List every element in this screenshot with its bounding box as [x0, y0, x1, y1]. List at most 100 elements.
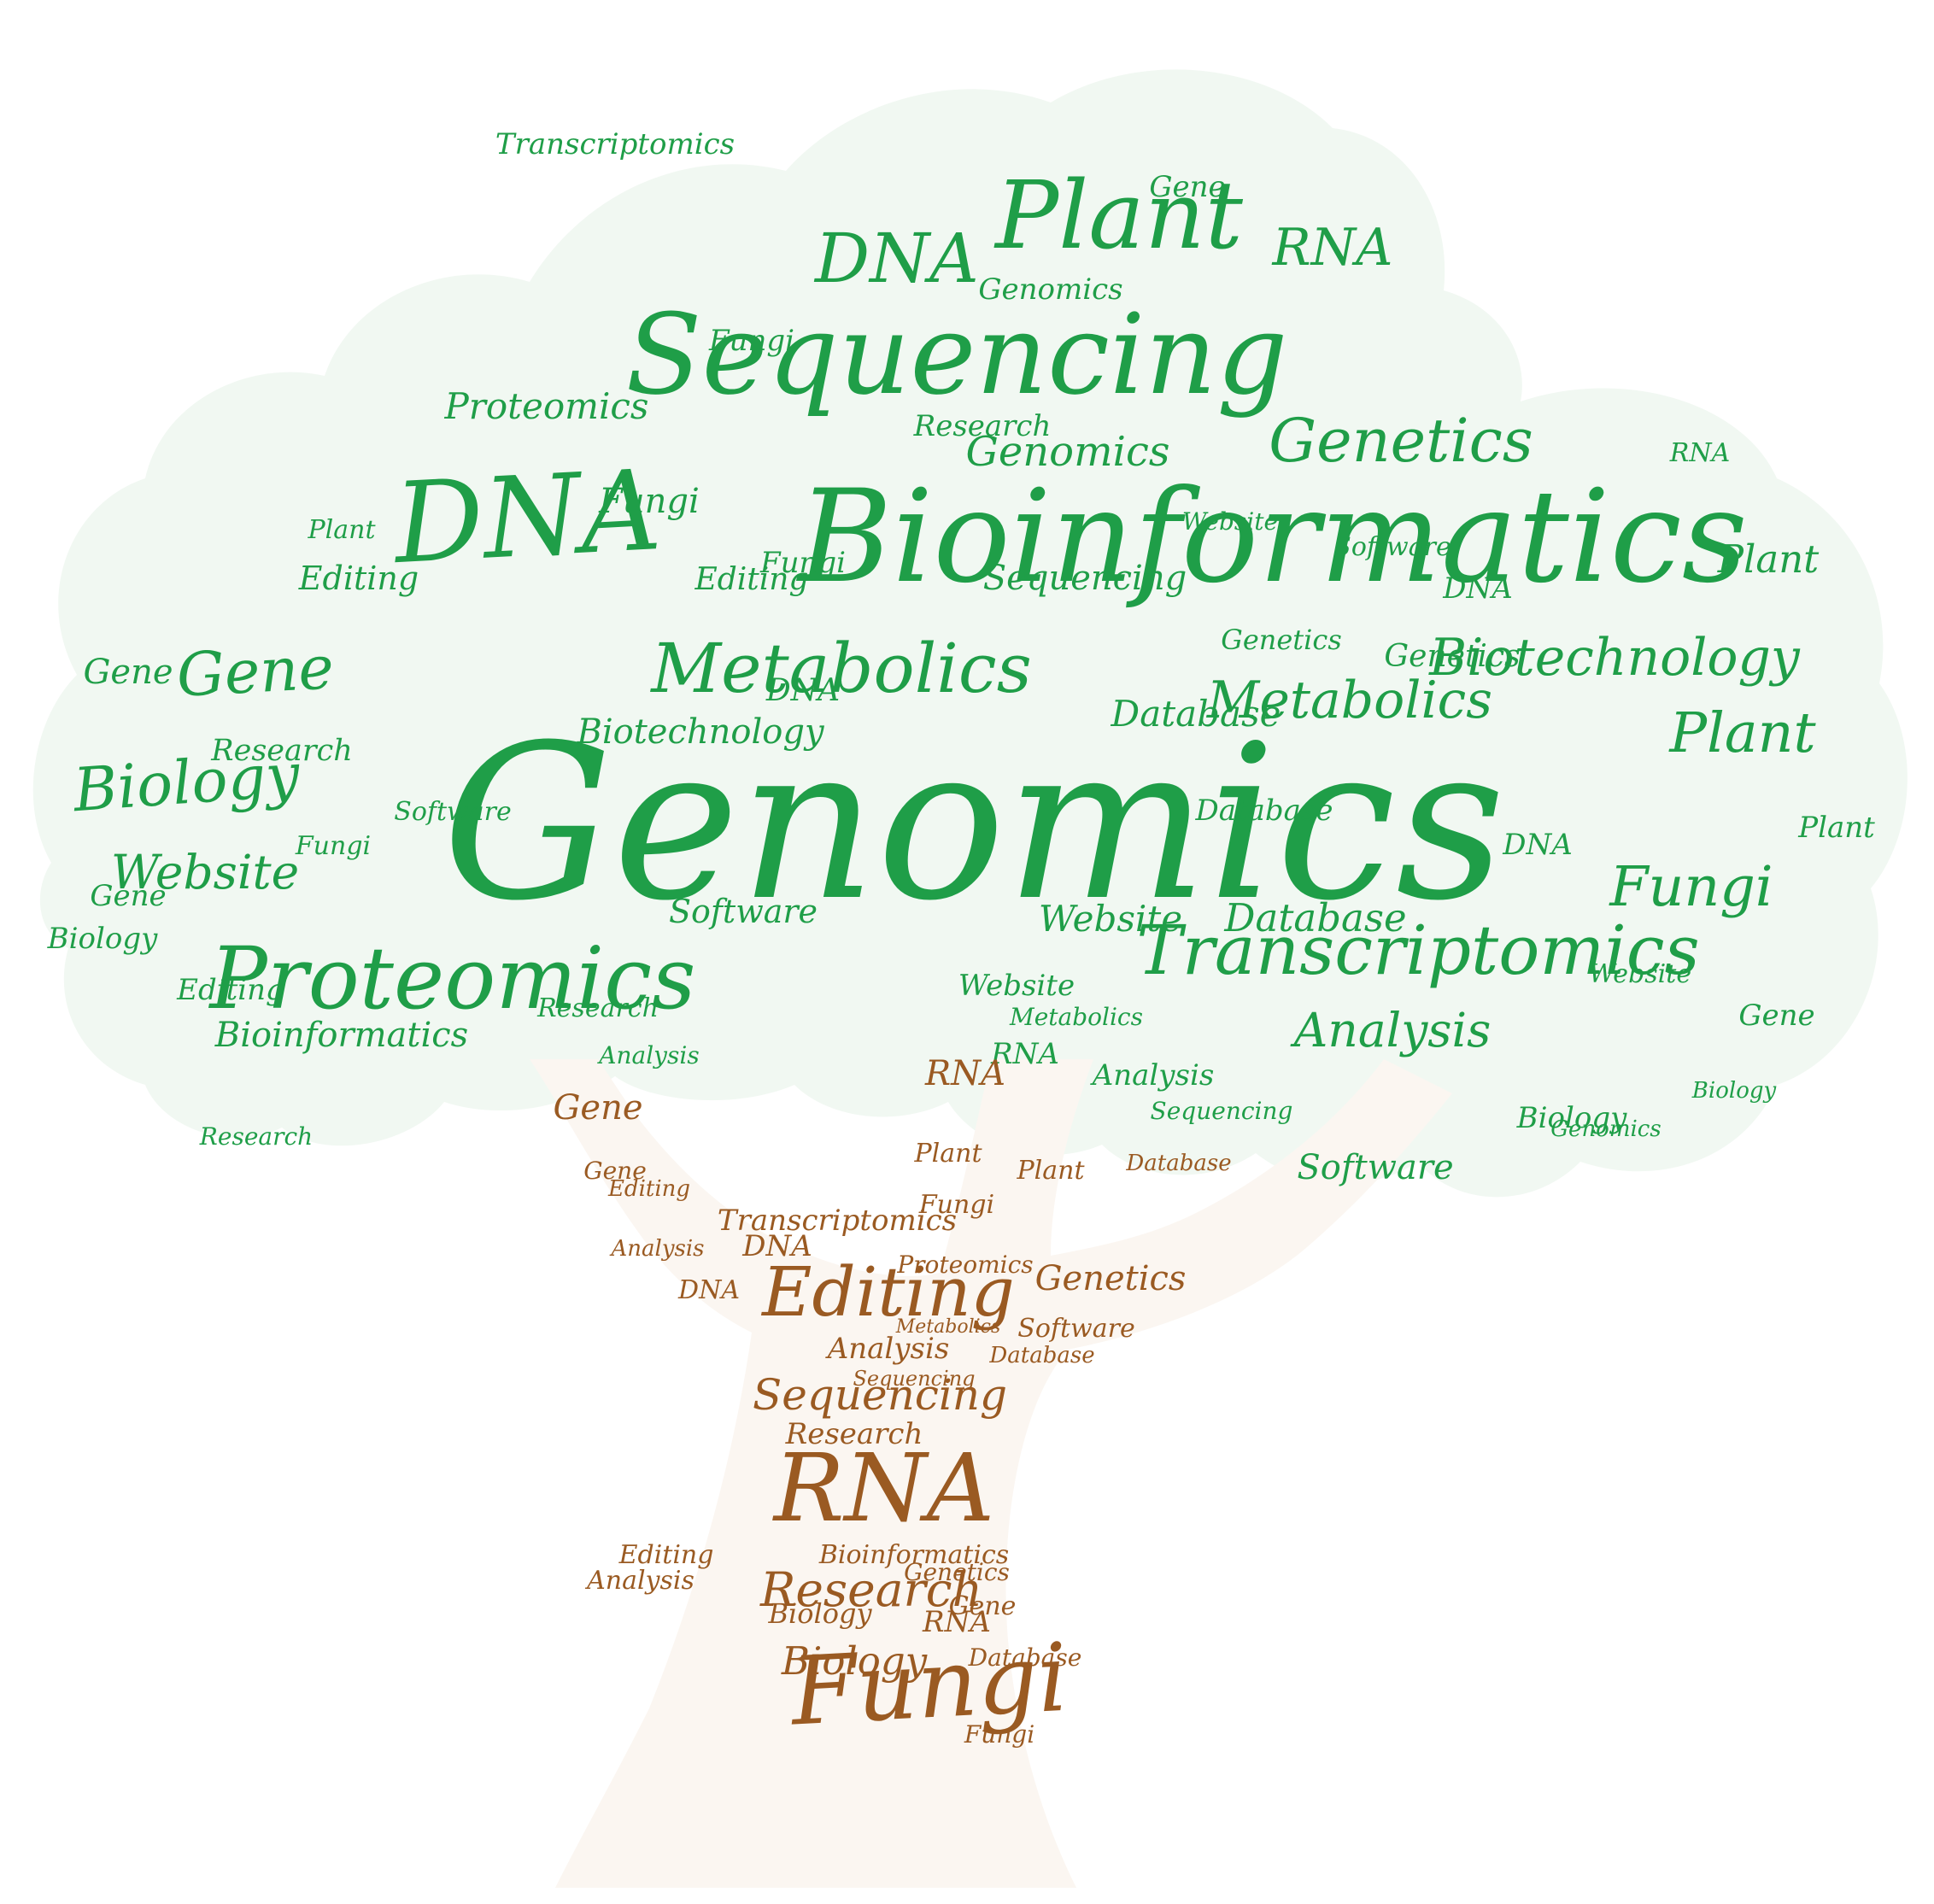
canopy-word-20: Metabolics [1206, 671, 1492, 730]
canopy-word-13: Database [1223, 895, 1406, 940]
trunk-word-17: Software [1017, 1314, 1134, 1344]
trunk-word-10: Plant [1016, 1156, 1085, 1186]
trunk-word-24: Plant [913, 1139, 982, 1169]
canopy-word-25: Website [1039, 898, 1182, 940]
canopy-word-58: Metabolics [1009, 1003, 1143, 1031]
canopy-word-46: Plant [1797, 811, 1875, 845]
canopy-word-47: Gene [1149, 170, 1225, 204]
trunk-word-28: Editing [618, 1540, 714, 1570]
canopy-word-1: Bioinformatics [795, 463, 1748, 612]
canopy-word-55: Gene [1738, 999, 1814, 1033]
canopy-word-33: Software [1297, 1148, 1453, 1187]
canopy-word-42: Editing [176, 973, 284, 1007]
canopy-word-35: DNA [765, 673, 840, 708]
canopy-word-56: DNA [1442, 571, 1513, 606]
canopy-word-62: Research [536, 993, 659, 1023]
trunk-word-29: Analysis [584, 1566, 694, 1596]
canopy-word-26: Database [1111, 693, 1281, 735]
canopy-word-63: Website [1182, 507, 1278, 536]
canopy-word-24: Genomics [966, 428, 1170, 476]
canopy-word-7: Metabolics [649, 629, 1032, 708]
trunk-word-31: Biology [767, 1597, 872, 1630]
canopy-word-69: Fungi [295, 831, 371, 861]
canopy-word-67: Editing [694, 562, 808, 597]
canopy-word-0: Genomics [442, 699, 1506, 947]
tree-trunk-shape [530, 1059, 1452, 1888]
canopy-word-61: Sequencing [1151, 1097, 1293, 1125]
canopy-word-34: Genetics [1384, 639, 1520, 674]
canopy-word-52: Biology [1516, 1101, 1627, 1135]
canopy-word-68: Software [394, 797, 511, 827]
trunk-word-20: Database [988, 1343, 1094, 1368]
canopy-word-40: Biology [47, 922, 158, 956]
canopy-word-19: Research [210, 734, 352, 768]
canopy-word-50: Research [199, 1122, 313, 1151]
canopy-words: GenomicsBioinformaticsSequencingDNAPlant… [47, 127, 1875, 1187]
trunk-word-26: Gene [583, 1157, 647, 1185]
trunk-word-13: DNA [741, 1229, 812, 1263]
canopy-word-21: DNA [813, 219, 979, 298]
trunk-word-19: Analysis [609, 1236, 704, 1262]
canopy-word-9: Biotechnology [1428, 628, 1801, 688]
canopy-word-14: Editing [298, 559, 419, 597]
canopy-word-30: Sequencing [983, 559, 1187, 598]
canopy-word-4: Plant [993, 161, 1244, 270]
trunk-word-2: Editing [760, 1252, 1015, 1332]
canopy-word-49: DNA [1502, 828, 1573, 862]
canopy-word-64: Database [1194, 794, 1333, 828]
trunk-word-32: DNA [677, 1275, 740, 1305]
canopy-word-31: Fungi [598, 482, 700, 521]
trunk-word-14: Bioinformatics [818, 1540, 1009, 1570]
canopy-word-54: Website [1589, 959, 1691, 989]
trunk-word-5: Biology [781, 1638, 928, 1684]
trunk-word-23: RNA [924, 1054, 1005, 1093]
canopy-word-8: Genetics [1269, 406, 1533, 476]
trunk-word-0: RNA [772, 1433, 995, 1543]
canopy-word-10: Gene [175, 632, 336, 711]
trunk-word-21: Sequencing [853, 1367, 975, 1391]
canopy-word-39: Gene [90, 879, 166, 913]
canopy-word-32: Plant [1717, 536, 1820, 582]
trunk-word-16: Gene [949, 1591, 1017, 1621]
trunk-word-1: Fungi [787, 1623, 1070, 1747]
canopy-word-16: Analysis [1290, 1003, 1492, 1057]
canopy-word-12: Website [111, 845, 299, 899]
canopy-word-44: Fungi [759, 546, 846, 580]
canopy-word-23: Gene [83, 653, 173, 692]
canopy-word-28: Biotechnology [576, 712, 825, 752]
canopy-word-29: Bioinformatics [214, 1016, 468, 1055]
trunk-word-4: Sequencing [753, 1370, 1007, 1420]
canopy-word-18: Plant [1668, 701, 1816, 765]
trunk-word-30: Database [968, 1643, 1082, 1672]
trunk-word-12: Proteomics [896, 1251, 1033, 1279]
trunk-words: RNA Fungi Editing Research Sequencing Biology… [553, 1054, 1231, 1749]
canopy-word-37: Transcriptomics [495, 127, 735, 161]
trunk-word-8: Analysis [825, 1332, 950, 1366]
trunk-word-22: Metabolics [895, 1316, 1001, 1338]
trunk-word-3: Research [759, 1562, 982, 1617]
canopy-word-45: Website [958, 969, 1075, 1003]
trunk-word-25: Fungi [918, 1190, 994, 1220]
canopy-word-53: Fungi [708, 324, 794, 358]
trunk-word-9: Gene [553, 1088, 642, 1128]
canopy-word-11: Biology [69, 740, 302, 826]
canopy-word-27: Proteomics [444, 385, 649, 427]
trunk-word-6: Genetics [1035, 1259, 1187, 1298]
trunk-word-27: Research [785, 1417, 923, 1451]
canopy-word-48: Software [1333, 532, 1450, 562]
canopy-word-60: Genomics [1550, 1116, 1661, 1142]
canopy-word-6: Transcriptomics [1136, 911, 1699, 990]
canopy-word-66: Biology [1691, 1078, 1777, 1104]
canopy-word-59: RNA [1669, 438, 1731, 468]
trunk-word-7: Transcriptomics [718, 1204, 957, 1238]
canopy-word-36: Genomics [978, 272, 1122, 307]
canopy-word-41: Analysis [1090, 1058, 1215, 1093]
tree-canopy-shape [32, 69, 1908, 1198]
canopy-word-38: Research [913, 409, 1052, 443]
canopy-word-17: Fungi [1609, 855, 1773, 919]
canopy-word-65: Analysis [596, 1041, 699, 1069]
canopy-word-3: DNA [390, 445, 664, 589]
trunk-word-33: RNA [922, 1605, 991, 1639]
canopy-word-2: Sequencing [626, 290, 1288, 419]
